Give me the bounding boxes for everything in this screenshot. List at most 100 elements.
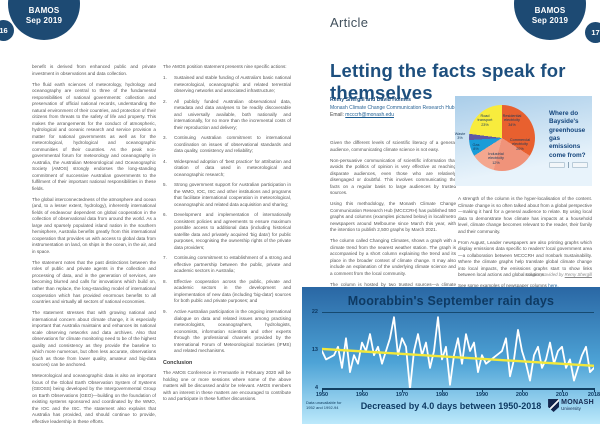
magazine-page-16: BAMOS Sep 2019 16 benefit is derived fro… [0, 0, 300, 424]
pie-label-industrial: Industrial electricity 12% [481, 152, 511, 165]
axis-tick-mark [402, 388, 403, 392]
action-item: Widespread adoption of 'best practice' f… [163, 158, 291, 177]
x-tick-label: 2000 [515, 392, 529, 398]
page-number: 16 [0, 26, 8, 35]
x-axis [322, 388, 594, 390]
slice-label: Road transport [477, 114, 493, 123]
paragraph: Meteorological and oceanographic data is… [32, 373, 156, 424]
slice-pct: 3% [457, 136, 463, 141]
x-tick-label: 1960 [355, 392, 369, 398]
email-link[interactable]: mcccrh@monash.edu [345, 112, 394, 119]
pie-label-road-transport: Road transport 23% [473, 114, 497, 127]
page-number: 17 [591, 28, 600, 37]
left-page-column-1: benefit is derived from enhanced public … [32, 64, 156, 430]
slice-label: Residential electricity [502, 114, 522, 123]
badge-title: BAMOS [28, 6, 60, 15]
slice-label: Gas [472, 143, 480, 147]
author-email-line: Email: mcccrh@monash.edu [330, 112, 455, 120]
badge-date: Sep 2019 [531, 16, 569, 26]
gridline-22 [322, 312, 594, 313]
image-credit: Images provided by Remy Shergill [458, 272, 592, 277]
action-item: Continuing Australian commitment to inte… [163, 135, 291, 154]
monash-shield-icon [548, 399, 560, 412]
bayside-pie [469, 105, 535, 171]
monash-logo: MONASH University [548, 399, 594, 412]
axis-tick-mark [362, 388, 363, 392]
paragraph: The statement notes that the past distin… [32, 259, 156, 305]
trend-line [322, 347, 594, 367]
slice-label: Commercial electricity [509, 138, 531, 147]
trend-caption: Decreased by 4.0 days between 1950-2018 [360, 401, 542, 411]
author-names: Remy Shergill and David Holmes [330, 97, 412, 103]
paragraph: From August, Leader newspapers are also … [458, 239, 592, 278]
axis-tick-mark [562, 388, 563, 392]
author-block: Remy Shergill and David Holmes Monash Cl… [330, 97, 455, 120]
bayside-emissions-infographic: Residential electricity 34% Commercial e… [455, 96, 592, 186]
slice-pct: 23% [481, 122, 489, 127]
x-tick-label: 1950 [315, 392, 329, 398]
y-tick-13: 13 [311, 347, 318, 353]
rain-plot [322, 316, 594, 390]
x-tick-label: 1980 [435, 392, 449, 398]
rain-days-chart: Moorabbin's September rain days 22 13 4 … [302, 287, 600, 424]
x-tick-label: 1970 [395, 392, 409, 398]
axis-tick-mark [482, 388, 483, 392]
article-column-1: Given the different levels of scientific… [330, 140, 456, 306]
action-item: Sustained and stable funding of Australi… [163, 75, 291, 94]
monash-logo-name: MONASH [561, 399, 594, 407]
x-tick-label: 2010 [555, 392, 569, 398]
rain-line [322, 316, 594, 390]
bamos-issue-badge: BAMOS Sep 2019 [514, 0, 586, 40]
partner-logo-icon [571, 162, 588, 168]
x-tick-label: 1990 [475, 392, 489, 398]
axis-tick-mark [322, 388, 323, 392]
article-column-2: A strength of the column is the hyper-lo… [458, 196, 592, 294]
credit-name: Remy Shergill [564, 272, 592, 277]
slice-pct: 20% [516, 146, 524, 151]
see-examples-text: See some examples of newspaper columns [458, 283, 549, 289]
paragraph: The statement stresses that with growing… [32, 310, 156, 368]
paragraph: The fluid earth sciences of meteorology,… [32, 81, 156, 191]
action-item: All publicly funded Australian observati… [163, 98, 291, 130]
y-tick-4: 4 [314, 385, 318, 391]
slice-pct: 34% [508, 122, 516, 127]
slice-label: Waste [454, 132, 466, 136]
pie-label-commercial: Commercial electricity 20% [505, 138, 535, 151]
data-unavailable-note: Data unavailable for 1952 and 1992-94 [306, 400, 342, 411]
conclusion-heading: Conclusion [163, 359, 193, 366]
credit-prefix: Images provided by [525, 272, 565, 277]
bamos-issue-badge: BAMOS Sep 2019 [8, 0, 80, 40]
badge-date: Sep 2019 [25, 16, 63, 26]
axis-tick-mark [442, 388, 443, 392]
partner-logo-icon [549, 162, 565, 168]
x-tick-label: 2018 [587, 392, 600, 398]
paragraph: benefit is derived from enhanced public … [32, 64, 156, 76]
infographic-question: Where do Bayside's greenhouse gas emissi… [549, 110, 586, 159]
paragraph: Given the different levels of scientific… [330, 140, 456, 152]
axis-tick-mark [594, 388, 595, 392]
axis-tick-mark [522, 388, 523, 392]
slice-pct: 12% [492, 160, 500, 165]
monash-logo-sub: University [561, 406, 581, 412]
pie-label-gas: Gas 8% [467, 143, 485, 152]
left-page-column-2: The AMOS position statement presents nin… [163, 64, 291, 407]
paragraph: A strength of the column is the hyper-lo… [458, 196, 592, 234]
paragraph: The global interconnectedness of the atm… [32, 196, 156, 254]
badge-title: BAMOS [534, 6, 566, 15]
see-examples-line: See some examples of newspaper columns h… [458, 283, 592, 290]
action-item: Active Australian participation in the o… [163, 309, 291, 354]
pie-label-waste: Waste 3% [453, 132, 467, 141]
section-header: Article [330, 15, 369, 30]
paragraph: The column called Changing Climates, sho… [330, 238, 456, 276]
author-affiliation: Monash Climate Change Communication Rese… [330, 104, 455, 111]
examples-link[interactable]: here. [548, 283, 559, 289]
logo-divider [568, 162, 569, 168]
page-number-badge: 16 [0, 20, 14, 41]
paragraph: Using this methodology, the Monash Clima… [330, 201, 456, 233]
pie-label-residential: Residential electricity 34% [497, 114, 527, 127]
actions-intro: The AMOS position statement presents nin… [163, 64, 287, 69]
slice-label: Industrial electricity [488, 152, 504, 161]
rain-chart-title: Moorabbin's September rain days [347, 294, 555, 308]
actions-list: Sustained and stable funding of Australi… [163, 75, 291, 355]
magazine-page-17: Article BAMOS Sep 2019 17 Letting the fa… [300, 0, 600, 424]
